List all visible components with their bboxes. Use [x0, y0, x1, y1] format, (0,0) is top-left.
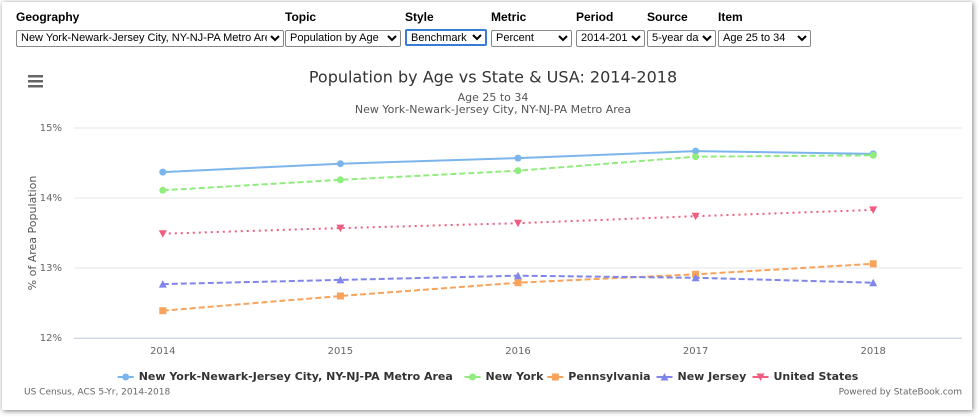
control: Metric Percent — [491, 10, 572, 47]
marker — [336, 176, 344, 184]
marker — [692, 147, 700, 155]
y-tick-label: 12% — [40, 333, 62, 344]
legend: New York-Newark-Jersey City, NY-NJ-PA Me… — [117, 370, 859, 383]
x-tick-label: 2015 — [328, 346, 353, 357]
control: Period 2014-2018 — [576, 10, 645, 47]
legend-item[interactable]: New York — [464, 370, 545, 383]
x-tick-label: 2014 — [150, 346, 175, 357]
dropdown[interactable]: Population by Age — [285, 29, 401, 47]
marker — [691, 273, 700, 282]
legend-label: Pennsylvania — [568, 370, 650, 383]
marker — [756, 373, 765, 381]
legend-label: New York-Newark-Jersey City, NY-NJ-PA Me… — [139, 370, 453, 383]
marker — [869, 206, 878, 214]
chart-subtitle: Age 25 to 34 — [458, 91, 529, 104]
marker — [692, 153, 700, 161]
marker — [869, 278, 878, 287]
control-label: Item — [718, 10, 743, 24]
marker — [159, 186, 167, 194]
dropdown[interactable]: 5-year data — [647, 29, 716, 47]
control: Geography New York-Newark-Jersey City, NY… — [16, 10, 284, 47]
y-tick-label: 15% — [40, 123, 62, 134]
marker — [159, 168, 167, 176]
marker — [660, 373, 669, 381]
marker — [469, 373, 476, 381]
control: Topic Population by Age — [285, 10, 401, 47]
menu-bar — [28, 75, 43, 78]
credit: US Census, ACS 5-Yr, 2014-2018 — [24, 388, 171, 398]
frame — [2, 2, 972, 410]
marker — [551, 373, 559, 381]
marker — [514, 154, 522, 162]
control: Item Age 25 to 34 — [718, 10, 811, 47]
legend-item[interactable]: Pennsylvania — [547, 370, 651, 383]
marker — [514, 167, 522, 175]
marker — [159, 307, 167, 315]
credit[interactable]: Powered by StateBook.com — [839, 388, 962, 398]
control-label: Metric — [491, 10, 527, 24]
menu-bar — [28, 85, 43, 88]
x-tick-label: 2018 — [860, 346, 885, 357]
control-label: Topic — [285, 10, 317, 24]
y-tick-label: 14% — [40, 193, 62, 204]
marker — [514, 271, 522, 280]
marker — [514, 219, 522, 228]
legend-item[interactable]: New Jersey — [656, 370, 747, 383]
legend-label: New York — [486, 370, 545, 383]
marker — [691, 212, 700, 221]
dropdown[interactable]: New York-Newark-Jersey City, NY-NJ-PA Me… — [16, 29, 284, 47]
marker — [514, 279, 522, 287]
y-axis-title: % of Area Population — [26, 176, 39, 291]
marker — [336, 292, 344, 300]
control-label: Style — [405, 10, 434, 24]
marker — [869, 151, 877, 159]
marker — [158, 280, 167, 288]
marker — [158, 230, 167, 238]
control-label: Source — [647, 10, 688, 24]
x-tick-label: 2016 — [505, 346, 530, 357]
dropdown[interactable]: Age 25 to 34 — [718, 29, 811, 47]
marker — [336, 160, 344, 168]
x-tick-label: 2017 — [683, 346, 708, 357]
control-label: Geography — [16, 10, 80, 24]
control-label: Period — [576, 10, 614, 24]
legend-item[interactable]: New York-Newark-Jersey City, NY-NJ-PA Me… — [117, 370, 453, 383]
marker — [122, 373, 130, 381]
dropdown[interactable]: Benchmark — [405, 29, 487, 46]
marker — [869, 260, 877, 268]
marker — [336, 224, 345, 233]
chart-subtitle: New York-Newark-Jersey City, NY-NJ-PA Me… — [355, 103, 631, 116]
marker — [336, 275, 345, 284]
control: Source 5-year data — [647, 10, 716, 47]
y-tick-label: 13% — [40, 263, 62, 274]
menu-icon[interactable] — [28, 75, 43, 88]
legend-label: New Jersey — [678, 370, 747, 383]
dropdown[interactable]: Percent — [491, 29, 572, 47]
dropdown[interactable]: 2014-2018 — [576, 29, 645, 47]
control: Style Benchmark — [405, 10, 487, 46]
menu-bar — [28, 80, 43, 83]
series-line — [162, 262, 874, 312]
chart-title: Population by Age vs State & USA: 2014-2… — [309, 68, 677, 87]
legend-item[interactable]: United States — [752, 370, 859, 383]
legend-label: United States — [774, 370, 859, 383]
